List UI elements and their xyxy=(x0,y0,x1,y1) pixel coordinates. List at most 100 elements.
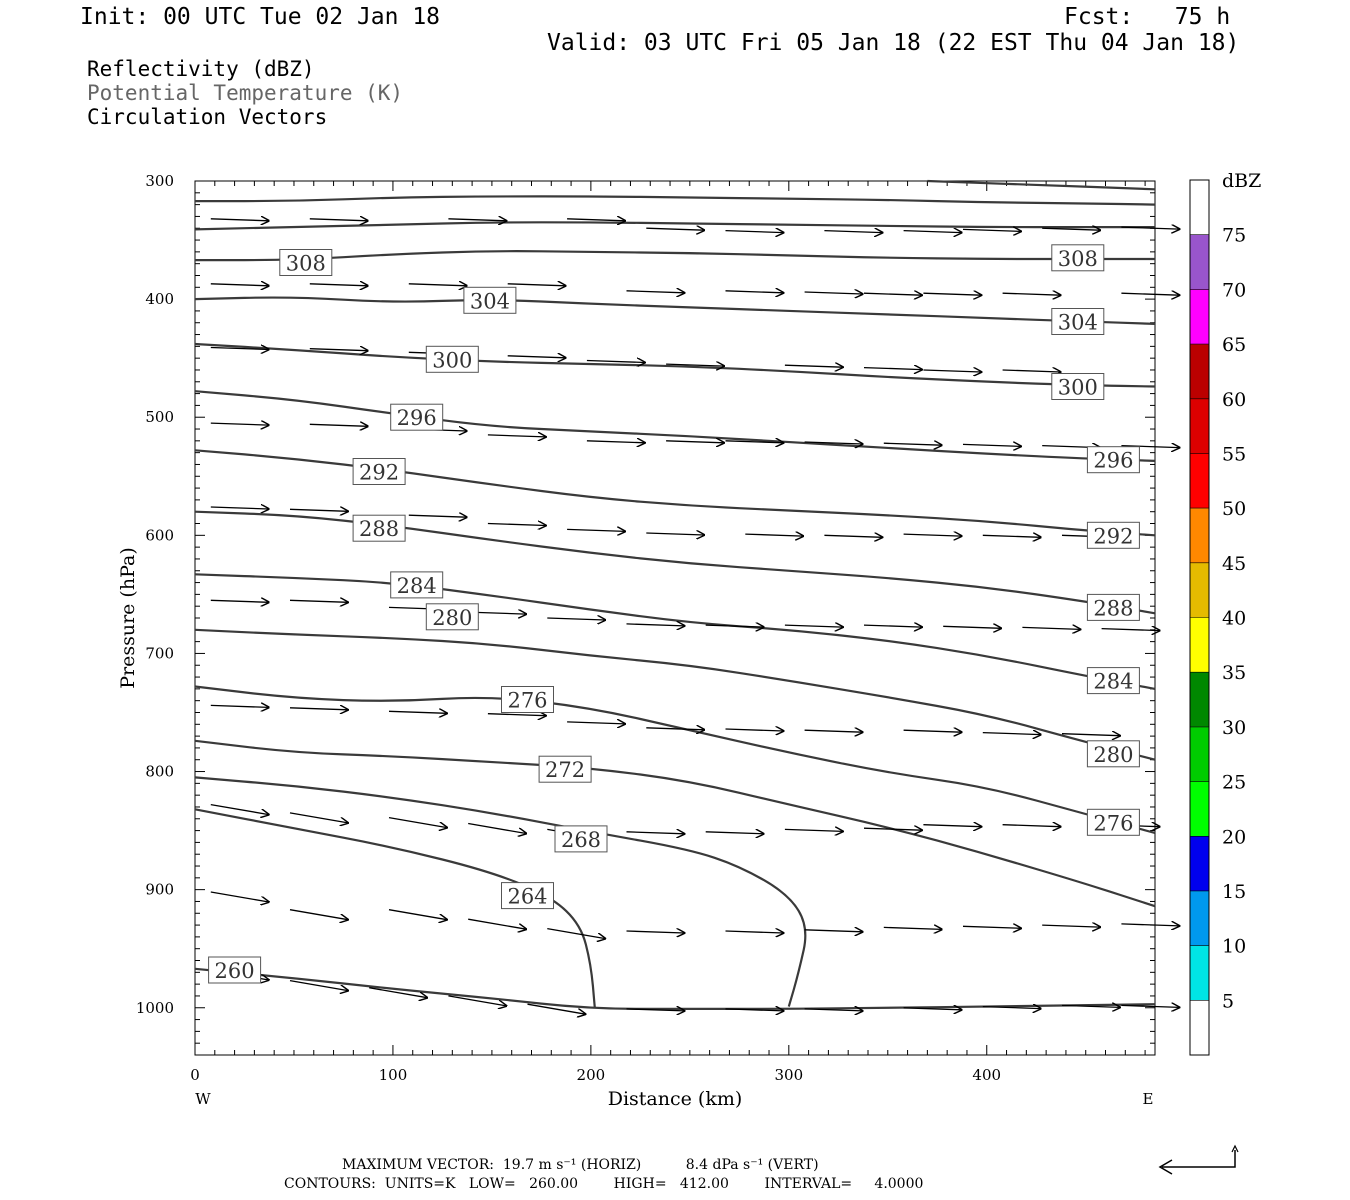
circulation-vector xyxy=(369,987,427,998)
colorbar-label: 50 xyxy=(1222,498,1246,520)
contour-line-296 xyxy=(194,390,1156,462)
circulation-vector xyxy=(784,829,843,831)
circulation-vector xyxy=(725,729,784,731)
circulation-vector xyxy=(725,931,784,933)
contour-label: 284 xyxy=(1093,670,1133,694)
contour-label-box xyxy=(1086,593,1140,621)
colorbar-label: 35 xyxy=(1222,662,1246,684)
circulation-vector xyxy=(804,442,863,444)
contour-label-box xyxy=(390,403,444,431)
contour-label-box xyxy=(1051,308,1105,335)
circulation-vector xyxy=(507,284,566,286)
circulation-vector xyxy=(507,356,566,358)
circulation-vector xyxy=(309,349,368,351)
colorbar-label: 5 xyxy=(1222,990,1234,1012)
colorbar-label: 20 xyxy=(1222,826,1246,848)
circulation-vector xyxy=(289,979,348,991)
contour-line-276 xyxy=(194,685,1156,835)
circulation-vector xyxy=(982,1007,1041,1009)
circulation-vector xyxy=(567,529,625,531)
colorbar-segment xyxy=(1190,398,1209,454)
circulation-vector xyxy=(1042,228,1100,230)
circulation-vector xyxy=(309,284,368,286)
legend-reflectivity: Reflectivity (dBZ) xyxy=(87,57,315,81)
contour-label: 284 xyxy=(397,574,437,598)
circulation-vector xyxy=(666,364,724,366)
circulation-vector xyxy=(646,728,704,730)
circulation-vector xyxy=(863,828,922,830)
contour-label: 280 xyxy=(432,606,472,630)
contour-label-box xyxy=(208,956,262,984)
contour-label-box xyxy=(1086,446,1140,474)
reference-vector xyxy=(1162,1150,1236,1168)
contour-label-box xyxy=(538,755,592,783)
circulation-vector xyxy=(1022,627,1080,629)
colorbar-segment xyxy=(1190,344,1209,399)
circulation-vector xyxy=(210,284,269,286)
circulation-vector xyxy=(1121,1005,1179,1007)
circulation-vector xyxy=(626,624,685,626)
contour-label: 296 xyxy=(397,406,437,430)
contour-line-288 xyxy=(194,510,1156,615)
x-tick-label: 200 xyxy=(577,1066,606,1084)
contour-label: 268 xyxy=(561,828,601,852)
colorbar-label: 10 xyxy=(1222,936,1246,958)
colorbar-label: 75 xyxy=(1222,225,1246,247)
circulation-vector xyxy=(1002,825,1061,827)
circulation-vector xyxy=(289,600,348,602)
circulation-vector xyxy=(309,219,368,221)
valid-time-label: Valid: 03 UTC Fri 05 Jan 18 (22 EST Thu … xyxy=(547,30,1240,56)
circulation-vector xyxy=(586,441,645,443)
circulation-vector xyxy=(626,832,685,834)
colorbar-segment xyxy=(1190,1000,1209,1055)
east-label: E xyxy=(1143,1090,1154,1108)
contour-label-box xyxy=(1051,373,1105,400)
contour-label: 296 xyxy=(1093,449,1133,473)
circulation-vector xyxy=(666,441,724,443)
contour-label-box xyxy=(352,458,406,485)
circulation-vector xyxy=(448,219,506,221)
colorbar-segment xyxy=(1190,726,1209,782)
circulation-vector xyxy=(210,348,269,350)
colorbar-segment xyxy=(1190,836,1209,891)
circulation-vector xyxy=(487,524,546,526)
circulation-vector xyxy=(863,368,922,370)
west-label: W xyxy=(195,1090,211,1108)
colorbar-label: 65 xyxy=(1222,334,1246,356)
contour-label-box xyxy=(352,514,406,542)
circulation-vector xyxy=(962,229,1021,231)
contour-label-box xyxy=(425,603,479,631)
circulation-vector xyxy=(388,816,447,828)
colorbar-segment xyxy=(1190,453,1209,509)
colorbar-segment xyxy=(1190,890,1209,946)
circulation-vector xyxy=(982,733,1041,735)
contour-label-box xyxy=(501,882,554,910)
contour-label: 264 xyxy=(507,885,547,909)
circulation-vector xyxy=(962,444,1021,446)
init-time-label: Init: 00 UTC Tue 02 Jan 18 xyxy=(80,4,441,30)
circulation-vector xyxy=(586,361,645,363)
y-axis-title: Pressure (hPa) xyxy=(117,547,139,689)
max-vector-text: MAXIMUM VECTOR: 19.7 m s⁻¹ (HORIZ) 8.4 d… xyxy=(342,1157,819,1173)
contour-label: 272 xyxy=(545,758,585,782)
contour-line-304 xyxy=(194,296,1156,325)
circulation-vector xyxy=(487,435,546,437)
circulation-vector xyxy=(863,625,922,627)
x-tick-label: 100 xyxy=(379,1066,408,1084)
colorbar-segment xyxy=(1190,781,1209,837)
circulation-vector xyxy=(289,812,348,823)
contour-label: 300 xyxy=(1058,376,1098,400)
circulation-vector xyxy=(1002,293,1061,295)
contour-label: 300 xyxy=(432,348,472,372)
circulation-vector xyxy=(784,625,843,627)
circulation-vector xyxy=(923,825,981,827)
circulation-vector xyxy=(210,600,269,602)
reference-vector-head-up xyxy=(1231,1144,1239,1153)
circulation-vector xyxy=(468,918,526,929)
reference-vector-head-left xyxy=(1158,1159,1173,1175)
x-tick-label: 400 xyxy=(972,1066,1001,1084)
circulation-vector xyxy=(784,365,843,367)
plot-frame xyxy=(194,180,1156,1056)
legend-circulation-vectors: Circulation Vectors xyxy=(87,105,328,129)
